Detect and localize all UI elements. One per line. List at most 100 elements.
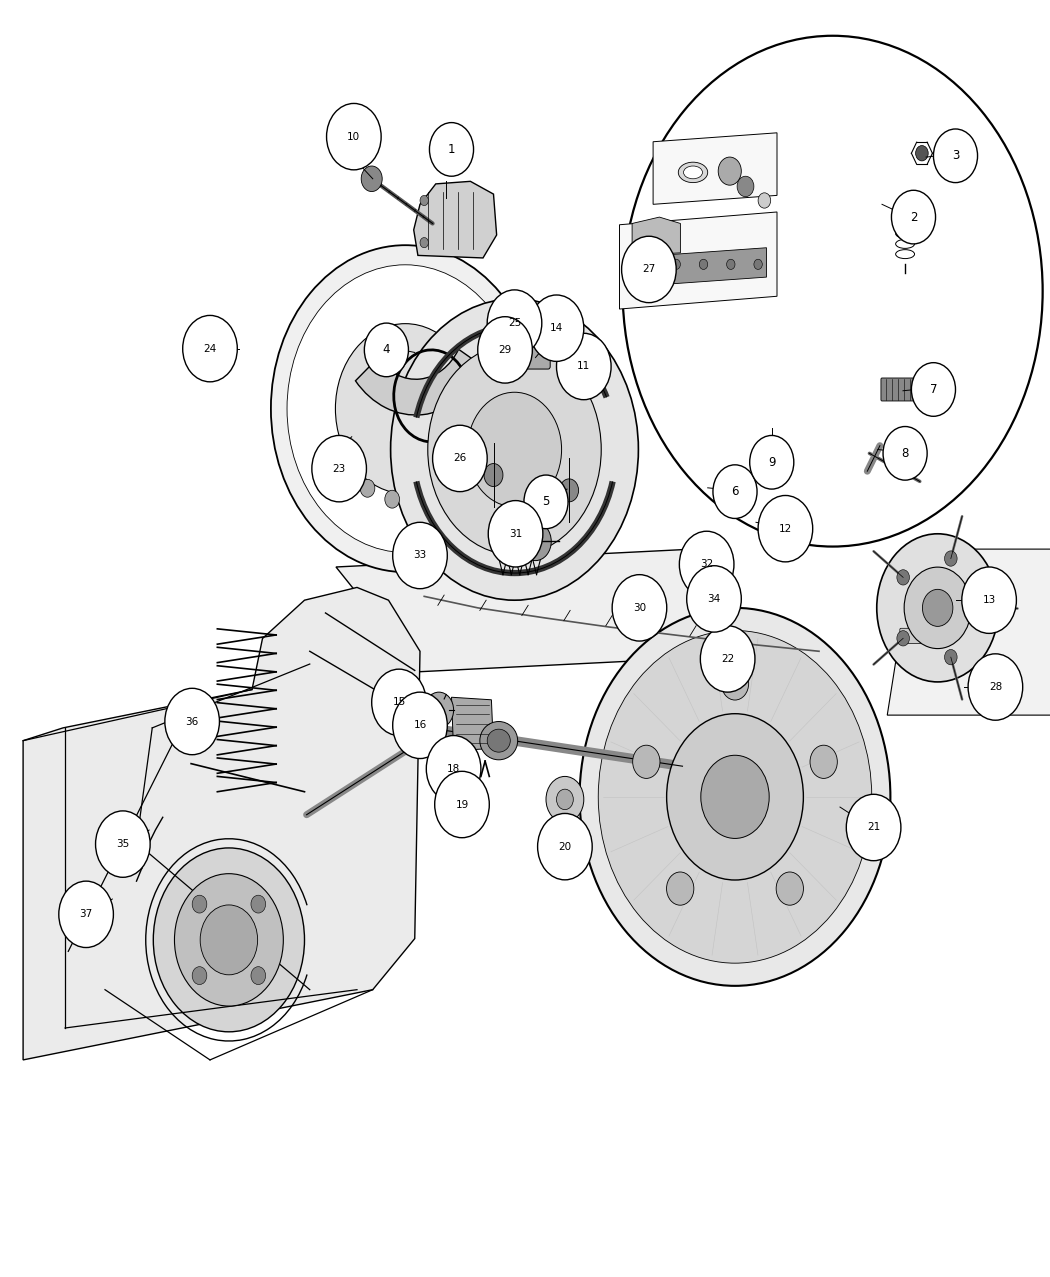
Circle shape [271, 245, 540, 572]
Ellipse shape [487, 729, 510, 752]
Text: 13: 13 [983, 595, 995, 605]
Circle shape [891, 190, 936, 244]
Circle shape [340, 458, 355, 476]
Circle shape [424, 692, 454, 728]
Text: 2: 2 [909, 211, 918, 223]
Text: 12: 12 [779, 524, 792, 534]
Circle shape [700, 626, 755, 692]
Text: 30: 30 [633, 603, 646, 613]
Polygon shape [452, 697, 494, 751]
Circle shape [335, 323, 476, 494]
Circle shape [974, 600, 987, 616]
Circle shape [287, 264, 524, 553]
Circle shape [933, 129, 978, 183]
Circle shape [435, 771, 489, 838]
FancyBboxPatch shape [500, 336, 550, 369]
Circle shape [667, 714, 803, 880]
Circle shape [622, 236, 676, 303]
Ellipse shape [480, 722, 518, 760]
Circle shape [96, 811, 150, 877]
Circle shape [420, 195, 428, 206]
Circle shape [153, 848, 304, 1032]
Circle shape [945, 550, 958, 566]
Circle shape [612, 575, 667, 641]
Circle shape [758, 495, 813, 562]
Circle shape [429, 123, 474, 176]
Polygon shape [23, 587, 420, 1060]
Circle shape [391, 299, 638, 600]
Circle shape [580, 608, 890, 986]
Text: 34: 34 [708, 594, 720, 604]
Text: 31: 31 [509, 529, 522, 539]
Text: 32: 32 [700, 559, 713, 570]
Circle shape [433, 425, 487, 492]
Circle shape [201, 905, 257, 974]
Text: 14: 14 [550, 323, 563, 333]
Circle shape [384, 490, 399, 508]
Text: 26: 26 [454, 453, 466, 464]
Text: 37: 37 [80, 909, 92, 919]
Text: 28: 28 [989, 682, 1002, 692]
Circle shape [776, 872, 803, 905]
Ellipse shape [678, 162, 708, 183]
Text: 7: 7 [929, 383, 938, 396]
Text: 23: 23 [333, 464, 345, 474]
Ellipse shape [684, 166, 702, 179]
Circle shape [556, 333, 611, 400]
Circle shape [598, 631, 872, 963]
Circle shape [546, 776, 584, 822]
Circle shape [754, 259, 762, 269]
Polygon shape [336, 549, 777, 672]
Circle shape [911, 363, 956, 416]
Circle shape [945, 650, 958, 665]
Ellipse shape [718, 157, 741, 185]
Circle shape [897, 570, 909, 585]
Circle shape [962, 567, 1016, 633]
Circle shape [810, 746, 837, 779]
Text: 11: 11 [578, 361, 590, 372]
Circle shape [478, 317, 532, 383]
Circle shape [59, 881, 113, 948]
Ellipse shape [758, 193, 771, 208]
Circle shape [426, 736, 481, 802]
Text: 19: 19 [456, 799, 468, 810]
Circle shape [165, 688, 219, 755]
Circle shape [633, 746, 660, 779]
Circle shape [183, 315, 237, 382]
Circle shape [700, 755, 770, 839]
Circle shape [713, 465, 757, 518]
Text: 33: 33 [414, 550, 426, 561]
Circle shape [904, 567, 971, 649]
Circle shape [327, 103, 381, 170]
Circle shape [251, 895, 266, 913]
Circle shape [427, 344, 602, 555]
Circle shape [360, 479, 375, 497]
Circle shape [364, 323, 408, 377]
Circle shape [538, 813, 592, 880]
Text: 29: 29 [499, 345, 511, 355]
Circle shape [361, 166, 382, 192]
Circle shape [727, 259, 735, 269]
Circle shape [488, 501, 543, 567]
Circle shape [750, 435, 794, 489]
Circle shape [679, 531, 734, 598]
Text: 20: 20 [559, 842, 571, 852]
Text: 8: 8 [901, 447, 909, 460]
Circle shape [672, 259, 680, 269]
Circle shape [687, 566, 741, 632]
Circle shape [968, 654, 1023, 720]
Ellipse shape [737, 176, 754, 197]
FancyBboxPatch shape [900, 628, 923, 644]
Circle shape [484, 464, 503, 487]
Circle shape [560, 479, 579, 502]
Polygon shape [887, 549, 1050, 715]
Circle shape [645, 259, 653, 269]
Text: 18: 18 [447, 764, 460, 774]
Polygon shape [632, 217, 680, 255]
FancyBboxPatch shape [881, 378, 921, 401]
Circle shape [192, 967, 207, 985]
Circle shape [467, 392, 562, 507]
Circle shape [721, 667, 749, 700]
Text: 4: 4 [382, 344, 391, 356]
Text: 1: 1 [447, 143, 456, 156]
